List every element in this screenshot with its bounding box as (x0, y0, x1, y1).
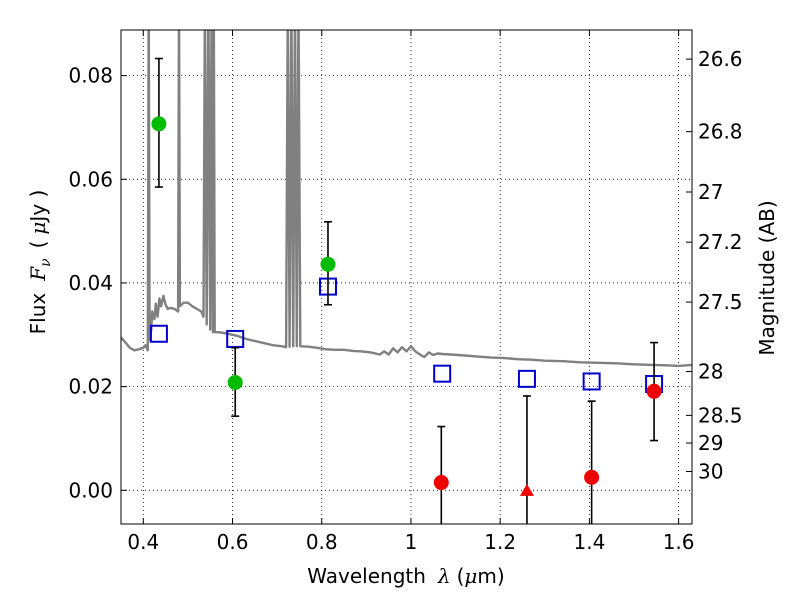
model-square-marker (149, 324, 168, 343)
plot-frame (120, 29, 693, 525)
magnitude-tick-label: 28.5 (698, 403, 743, 427)
data-circle-marker (320, 256, 336, 272)
data-circle-marker (227, 374, 243, 390)
x-tick-label: 0.4 (127, 530, 159, 554)
magnitude-tick-label: 28 (698, 360, 723, 384)
y-tick-label: 0.02 (68, 375, 113, 399)
x-tick-label: 1.4 (573, 530, 605, 554)
data-circle-marker (151, 116, 167, 132)
y-tick-label: 0.06 (68, 167, 113, 191)
magnitude-tick-label: 27.5 (698, 290, 743, 314)
magnitude-axis: 26.6 26.8 27 27.2 27.5 28 28.5 29 30 (686, 47, 743, 483)
y-tick-label: 0.08 (68, 64, 113, 88)
magnitude-tick-label: 27.2 (698, 230, 743, 254)
y-axis: 0.00 0.02 0.04 0.06 0.08 (68, 64, 127, 502)
magnitude-axis-title: Magnitude (AB) (755, 200, 779, 355)
model-square-marker (517, 369, 536, 388)
x-tick-label: 1.2 (484, 530, 516, 554)
magnitude-tick-label: 30 (698, 459, 723, 483)
magnitude-tick-label: 26.6 (698, 47, 743, 71)
y-tick-label: 0.00 (68, 478, 113, 502)
data-circle-marker (433, 475, 449, 491)
x-tick-label: 0.8 (306, 530, 338, 554)
spectrum-layer (121, 30, 692, 368)
model-square-marker (226, 329, 245, 348)
series-layer (149, 57, 664, 524)
magnitude-tick-label: 27 (698, 180, 723, 204)
data-circle-marker (584, 469, 600, 485)
x-axis-title: Wavelength λ (μm) (307, 564, 504, 588)
y-tick-label: 0.04 (68, 271, 113, 295)
model-square-marker (433, 364, 452, 383)
data-circle-marker (646, 383, 662, 399)
limit-triangle-marker (519, 483, 534, 496)
x-tick-label: 1 (405, 530, 418, 554)
x-axis: 0.4 0.6 0.8 1 1.2 1.4 1.6 (127, 30, 695, 554)
model-spectrum-line (121, 30, 692, 368)
x-tick-label: 1.6 (663, 530, 695, 554)
magnitude-tick-label: 26.8 (698, 120, 743, 144)
x-tick-label: 0.6 (217, 530, 249, 554)
magnitude-tick-label: 29 (698, 431, 723, 455)
y-axis-title: FluxFν(μJy ) (26, 190, 54, 335)
plot-area (121, 30, 692, 524)
model-square-marker (582, 372, 601, 391)
